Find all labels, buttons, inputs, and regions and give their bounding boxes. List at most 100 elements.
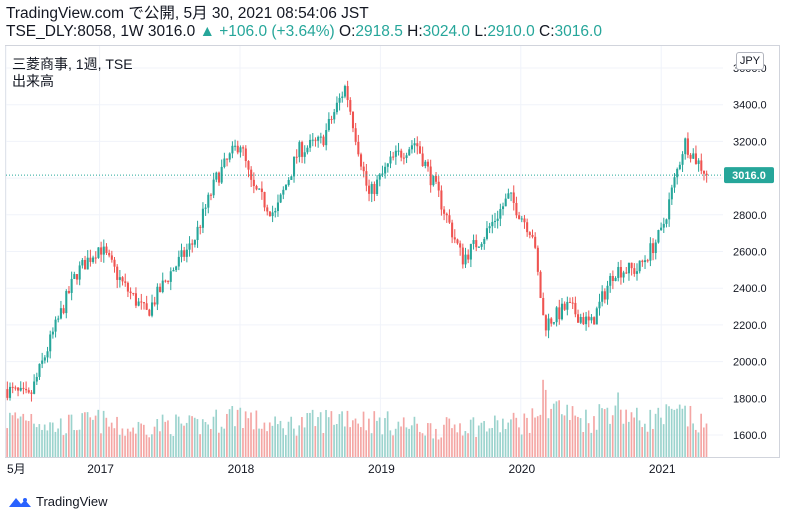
volume-bar xyxy=(33,423,35,457)
volume-bar xyxy=(376,420,378,457)
candle-body xyxy=(252,179,255,187)
volume-bar xyxy=(41,429,43,457)
candle-body xyxy=(175,266,178,271)
candle-body xyxy=(30,392,33,394)
candle-body xyxy=(164,280,167,282)
volume-bar xyxy=(11,415,14,457)
volume-bar xyxy=(148,437,151,457)
candle-body xyxy=(212,179,215,196)
volume-bar xyxy=(164,421,167,457)
candle-body xyxy=(504,198,507,207)
candle-body xyxy=(622,272,625,278)
candle-body xyxy=(351,111,355,129)
candle-body xyxy=(357,141,360,155)
candle-body xyxy=(627,262,630,274)
volume-bar xyxy=(542,379,544,457)
candle-body xyxy=(542,297,545,316)
volume-bar xyxy=(432,438,435,457)
candle-body xyxy=(121,277,124,282)
volume-bar xyxy=(322,433,325,457)
candle-body xyxy=(306,147,309,153)
candle-body xyxy=(43,357,46,361)
candle-body xyxy=(394,150,397,157)
candle-body xyxy=(274,211,277,213)
volume-bar xyxy=(668,406,670,457)
candle-body xyxy=(571,302,574,304)
volume-bar xyxy=(598,404,601,457)
chart-legend: 三菱商事, 1週, TSE 出来高 xyxy=(12,56,133,90)
currency-button[interactable]: JPY xyxy=(736,52,764,70)
volume-bar xyxy=(105,417,108,457)
volume-bar xyxy=(697,432,700,457)
x-tick-label: 2021 xyxy=(649,462,676,476)
candle-body xyxy=(552,322,555,324)
candle-body xyxy=(507,193,510,199)
candle-body xyxy=(86,257,89,270)
volume-bar xyxy=(167,420,169,457)
volume-bar xyxy=(255,410,258,457)
volume-bar xyxy=(646,431,649,457)
candle-body xyxy=(499,209,502,219)
volume-bar xyxy=(22,413,25,457)
footer-brand[interactable]: TradingView xyxy=(8,494,108,510)
candle-body xyxy=(325,130,328,146)
volume-bar xyxy=(70,414,73,457)
volume-bar xyxy=(301,417,303,457)
candle-body xyxy=(681,154,684,165)
candle-body xyxy=(209,194,213,196)
candle-body xyxy=(335,102,338,113)
candle-body xyxy=(638,260,641,272)
candle-body xyxy=(483,238,486,244)
volume-bar xyxy=(153,426,156,457)
volume-bar xyxy=(145,434,148,457)
volume-bar xyxy=(142,424,145,457)
candle-body xyxy=(587,316,590,321)
candle-body xyxy=(191,243,194,245)
candle-body xyxy=(25,388,28,391)
candle-body xyxy=(303,152,306,157)
volume-bar xyxy=(325,409,327,457)
candle-body xyxy=(386,163,389,167)
volume-bar xyxy=(456,432,459,457)
volume-bar xyxy=(151,434,153,457)
candle-body xyxy=(643,260,647,263)
last-price-label: 3016.0 xyxy=(732,170,766,182)
candle-body xyxy=(426,161,430,167)
candle-body xyxy=(129,291,132,294)
y-tick-label: 2600.0 xyxy=(733,247,767,259)
volume-bar xyxy=(223,428,226,457)
candle-body xyxy=(488,226,491,229)
candle-body xyxy=(57,318,60,320)
candle-body xyxy=(501,206,505,210)
candle-body xyxy=(231,145,234,154)
candle-body xyxy=(606,285,609,300)
candle-body xyxy=(662,223,665,228)
volume-bar xyxy=(360,427,362,457)
candle-body xyxy=(301,142,304,157)
volume-bar xyxy=(97,409,100,457)
volume-bar xyxy=(137,421,140,457)
candle-body xyxy=(349,100,352,112)
volume-bar xyxy=(14,412,17,457)
candle-body xyxy=(84,259,87,270)
volume-bar xyxy=(461,435,464,457)
volume-bar xyxy=(78,429,81,457)
volume-bar xyxy=(488,428,491,457)
candle-body xyxy=(110,255,113,260)
volume-bar xyxy=(477,425,480,457)
candle-body xyxy=(343,86,346,97)
candle-body xyxy=(263,191,266,208)
candle-body xyxy=(137,301,140,306)
candle-body xyxy=(161,280,164,293)
volume-bar xyxy=(526,417,528,457)
y-tick-label: 1800.0 xyxy=(733,393,767,405)
volume-bar xyxy=(159,431,161,457)
candle-body xyxy=(475,240,478,248)
candle-body xyxy=(258,188,261,190)
y-tick-label: 2800.0 xyxy=(733,210,767,222)
volume-bar xyxy=(242,428,244,457)
volume-bar xyxy=(343,426,346,457)
volume-bar xyxy=(268,422,271,457)
volume-bar xyxy=(702,427,705,457)
